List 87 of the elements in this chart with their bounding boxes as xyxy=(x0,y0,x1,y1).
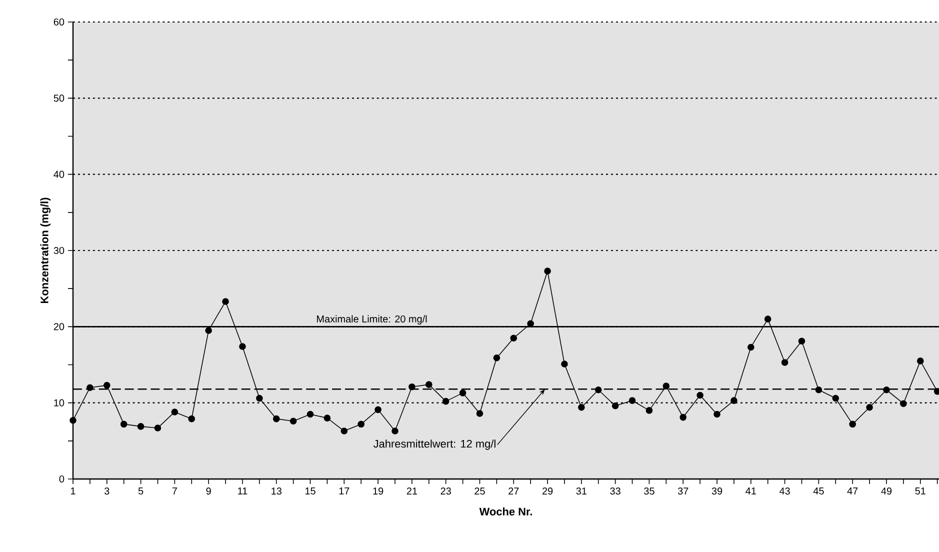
x-axis-title: Woche Nr. xyxy=(479,507,532,516)
point xyxy=(594,386,602,394)
x-tick-label: 23 xyxy=(440,488,451,495)
point xyxy=(120,420,128,428)
point xyxy=(866,404,873,411)
point xyxy=(137,423,144,430)
ref-line-label: Jahresmittelwert: 12 mg/l xyxy=(374,440,496,450)
x-tick-label: 11 xyxy=(238,488,248,494)
point xyxy=(680,414,686,421)
point xyxy=(916,358,924,364)
point xyxy=(849,420,856,428)
point xyxy=(205,327,212,334)
x-tick-label: 43 xyxy=(779,488,790,495)
point xyxy=(222,298,229,305)
point xyxy=(476,410,484,417)
x-tick-label: 21 xyxy=(406,488,418,494)
y-tick-label: 50 xyxy=(54,94,64,102)
point xyxy=(696,392,704,399)
point xyxy=(815,386,822,394)
x-tick-label: 1 xyxy=(70,488,76,494)
x-tick-label: 13 xyxy=(272,488,282,495)
point xyxy=(900,400,907,407)
x-tick-label: 15 xyxy=(305,488,316,494)
point xyxy=(832,394,840,402)
point xyxy=(459,390,466,396)
point xyxy=(408,383,416,390)
point xyxy=(544,268,551,274)
x-tick-label: 19 xyxy=(373,488,384,495)
point xyxy=(374,406,382,414)
x-tick-label: 51 xyxy=(915,488,926,494)
y-tick-label: 0 xyxy=(59,475,64,483)
y-tick-label: 10 xyxy=(54,399,64,406)
y-axis-title: Konzentration (mg/l) xyxy=(40,198,51,304)
x-tick-label: 31 xyxy=(576,488,586,495)
x-tick-label: 49 xyxy=(881,488,892,495)
x-tick-label: 27 xyxy=(508,488,519,494)
point xyxy=(628,397,636,404)
point xyxy=(154,424,162,432)
y-tick-label: 30 xyxy=(54,246,64,254)
point xyxy=(188,415,196,422)
x-tick-label: 35 xyxy=(644,488,654,495)
x-tick-label: 25 xyxy=(474,488,485,495)
point xyxy=(392,428,398,434)
point xyxy=(578,404,585,411)
point xyxy=(730,397,738,404)
point xyxy=(442,398,450,405)
x-tick-label: 33 xyxy=(610,488,620,495)
point xyxy=(272,415,280,422)
y-tick-label: 60 xyxy=(54,18,64,26)
point xyxy=(256,394,263,402)
x-tick-label: 41 xyxy=(746,488,756,494)
x-tick-label: 3 xyxy=(104,488,110,495)
y-tick-label: 20 xyxy=(54,323,64,330)
point xyxy=(103,382,110,389)
x-tick-label: 47 xyxy=(847,488,858,494)
point xyxy=(171,408,178,416)
ref-line-label: Maximale Limite: 20 mg/l xyxy=(317,315,427,324)
point xyxy=(561,360,568,368)
x-tick-label: 5 xyxy=(138,488,144,494)
point xyxy=(764,316,772,322)
x-tick-label: 7 xyxy=(172,488,177,494)
x-tick-label: 37 xyxy=(678,488,688,495)
point xyxy=(714,410,720,418)
point xyxy=(425,381,432,388)
point xyxy=(239,343,246,350)
point xyxy=(358,420,365,428)
point xyxy=(493,354,500,362)
point xyxy=(70,416,76,424)
x-tick-label: 17 xyxy=(339,488,350,494)
point xyxy=(662,382,670,390)
x-tick-label: 39 xyxy=(712,488,722,495)
point xyxy=(883,386,890,394)
point xyxy=(290,418,297,425)
point xyxy=(340,428,348,434)
point xyxy=(646,407,653,414)
y-tick-label: 40 xyxy=(54,170,64,178)
point xyxy=(781,359,788,366)
point xyxy=(324,414,331,422)
point xyxy=(510,334,518,342)
point xyxy=(612,402,619,410)
x-tick-label: 9 xyxy=(206,488,211,495)
x-tick-label: 45 xyxy=(813,488,824,494)
point xyxy=(747,344,754,351)
point xyxy=(798,338,806,345)
x-tick-label: 29 xyxy=(542,488,553,495)
point xyxy=(306,410,314,418)
point xyxy=(86,384,94,391)
